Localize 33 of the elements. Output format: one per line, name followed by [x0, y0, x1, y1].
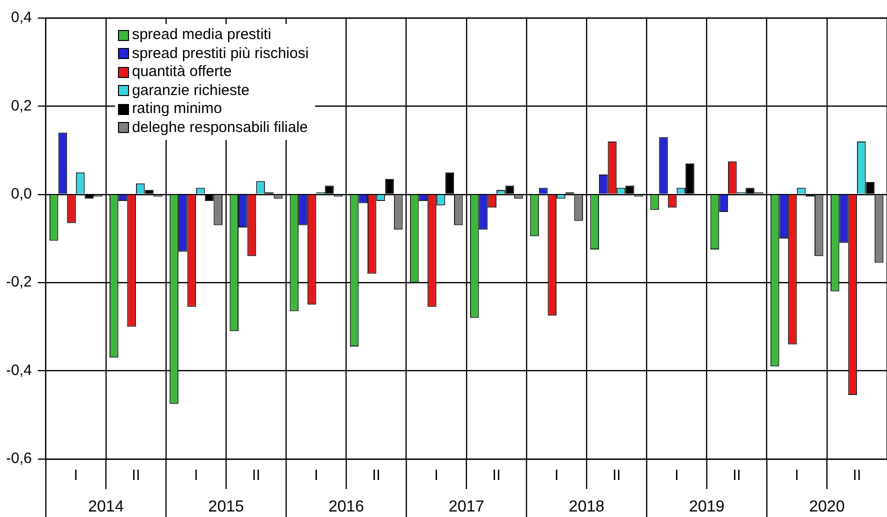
y-tick-label: 0,2: [10, 97, 32, 114]
text: 2019: [688, 498, 725, 516]
x-tick-label: II: [612, 467, 621, 484]
x-tick-label: II: [732, 467, 741, 484]
x-tick-label: II: [132, 467, 140, 484]
legend-label: rating minimo: [132, 100, 222, 118]
text: 2020: [809, 498, 845, 516]
x-tick-label: II: [492, 467, 501, 484]
y-tick-label: -0,4: [6, 362, 32, 379]
x-tick-label: I: [794, 467, 799, 484]
x-tick-label: I: [194, 467, 198, 484]
x-tick-label: I: [74, 467, 78, 484]
legend-label: deleghe responsabili filiale: [132, 118, 308, 137]
x-tick-label: I: [674, 467, 679, 484]
text: 2014: [88, 498, 124, 516]
text: 2016: [328, 498, 364, 516]
x-tick-label: I: [314, 467, 318, 484]
text: 2018: [568, 498, 604, 516]
x-tick-label: II: [372, 467, 380, 484]
y-tick-label: -0,2: [6, 274, 32, 291]
x-tick-label: II: [252, 467, 260, 484]
x-tick-label: I: [434, 467, 438, 484]
y-tick-label: 0,4: [10, 9, 32, 26]
x-tick-label: I: [554, 467, 559, 484]
y-tick-label: -0,6: [6, 450, 32, 468]
legend-label: spread media prestiti: [132, 26, 272, 44]
x-tick-label: II: [852, 467, 862, 484]
text: 2015: [208, 498, 244, 516]
legend-label: quantità offerte: [132, 63, 232, 82]
legend-label: spread prestiti più rischiosi: [132, 44, 309, 63]
legend-label: garanzie richieste: [132, 82, 250, 100]
y-tick-label: 0,0: [10, 186, 32, 203]
text: 2017: [448, 498, 484, 516]
